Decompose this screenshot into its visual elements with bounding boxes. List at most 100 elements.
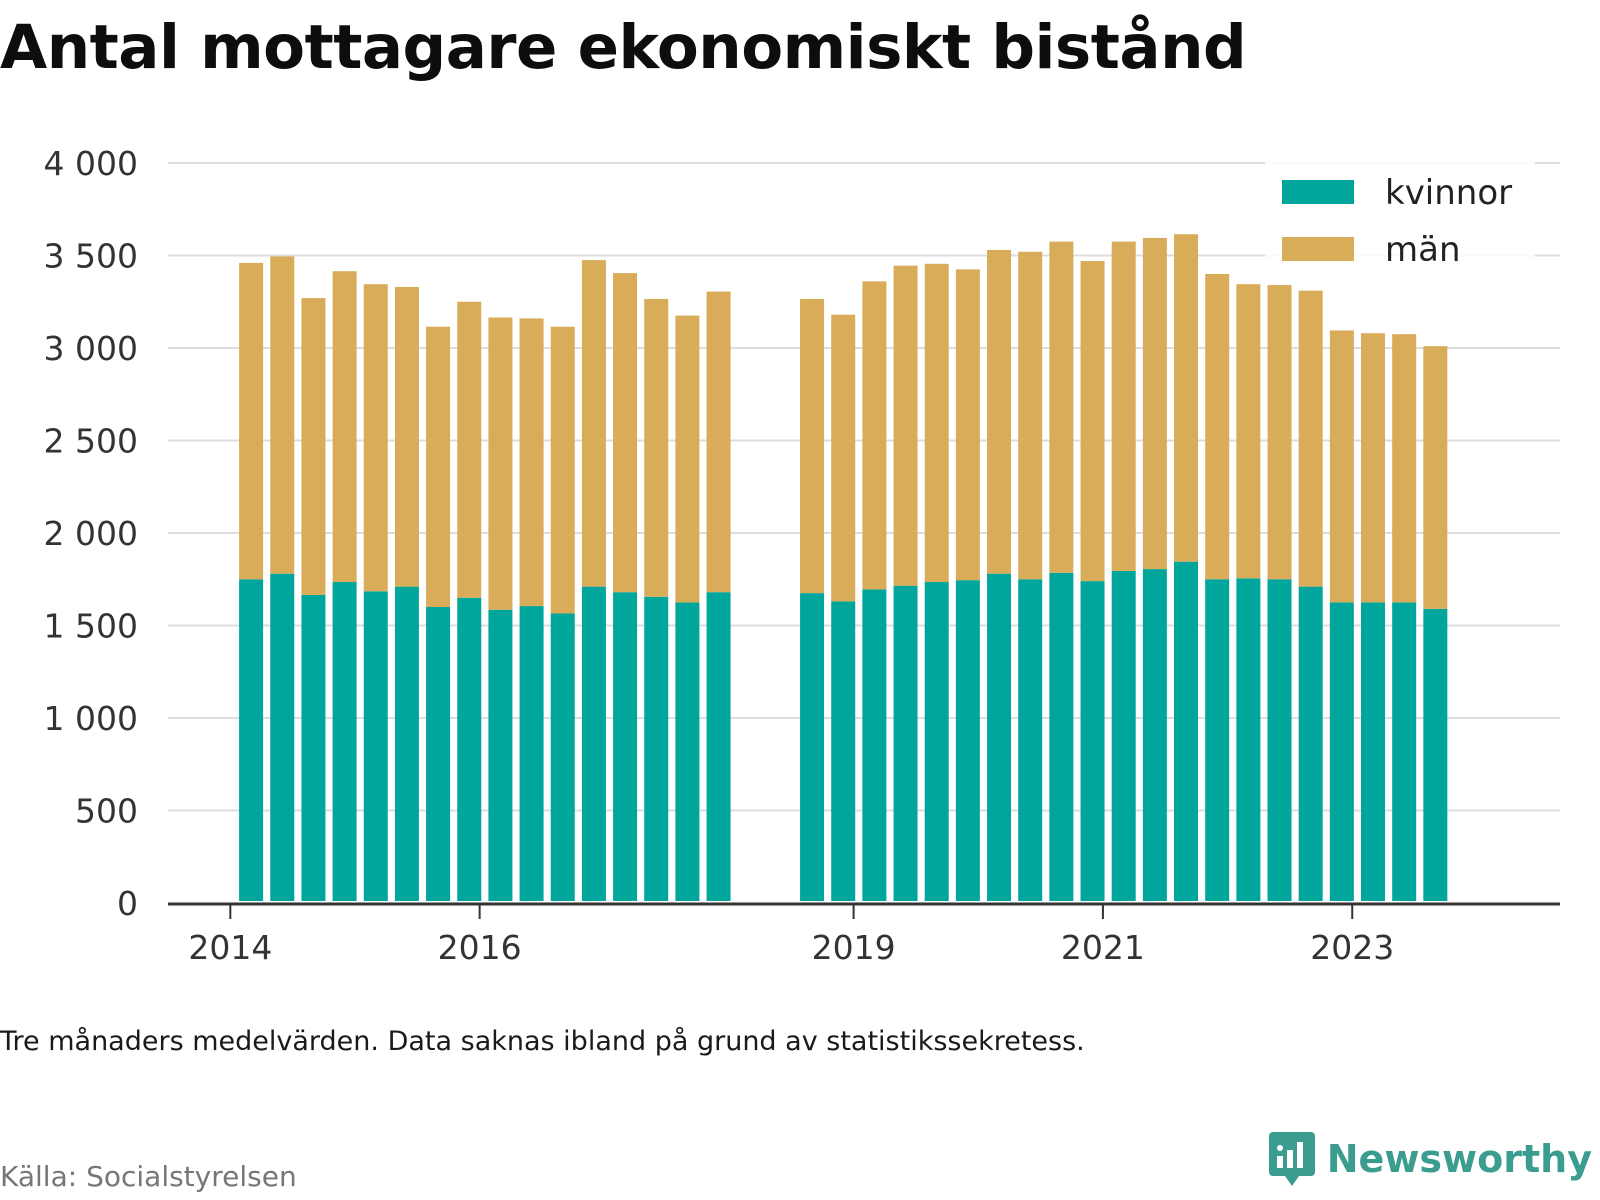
bar-man-2017-06 bbox=[644, 298, 669, 597]
bar-man-2022-03 bbox=[1236, 284, 1261, 579]
bar-kvinnor-2014-06 bbox=[270, 573, 295, 901]
bar-man-2016-06 bbox=[519, 318, 544, 607]
y-tick-label: 3 000 bbox=[44, 329, 138, 368]
axes: 0 500 1 000 1 500 2 000 2 500 3 000 3 500 4 000 2… bbox=[44, 144, 1560, 967]
bar-kvinnor-2016-06 bbox=[519, 606, 544, 901]
bar-kvinnor-2022-09 bbox=[1298, 586, 1323, 901]
y-tick-label: 3 500 bbox=[44, 237, 138, 276]
bar-man-2023-06 bbox=[1392, 334, 1417, 603]
legend: kvinnor män bbox=[1265, 162, 1535, 277]
bar-kvinnor-2017-03 bbox=[613, 592, 638, 901]
bar-kvinnor-2021-09 bbox=[1174, 561, 1199, 901]
bar-man-2020-09 bbox=[1049, 241, 1074, 573]
bar-man-2017-12 bbox=[706, 291, 731, 593]
bar-kvinnor-2019-03 bbox=[862, 589, 887, 901]
bar-kvinnor-2015-12 bbox=[457, 597, 482, 901]
source-credit: Källa: Socialstyrelsen bbox=[0, 1160, 297, 1193]
bar-kvinnor-2016-09 bbox=[550, 613, 575, 901]
bar-kvinnor-2021-12 bbox=[1205, 579, 1230, 901]
bar-kvinnor-2021-03 bbox=[1111, 570, 1136, 901]
chart-note: Tre månaders medelvärden. Data saknas ib… bbox=[0, 1026, 1085, 1057]
x-tick-label: 2019 bbox=[812, 928, 896, 967]
bar-kvinnor-2023-09 bbox=[1423, 608, 1448, 901]
bar-man-2023-03 bbox=[1361, 333, 1386, 603]
bar-man-2021-06 bbox=[1142, 237, 1167, 570]
x-tick-label: 2021 bbox=[1061, 928, 1145, 967]
bar-kvinnor-2022-06 bbox=[1267, 579, 1292, 901]
bar-kvinnor-2017-09 bbox=[675, 602, 700, 901]
bar-man-2021-03 bbox=[1111, 241, 1136, 571]
bar-kvinnor-2018-12 bbox=[831, 601, 856, 901]
bar-man-2019-09 bbox=[924, 263, 949, 583]
bar-kvinnor-2020-12 bbox=[1080, 581, 1105, 901]
bar-man-2022-09 bbox=[1298, 290, 1323, 587]
bar-man-2016-09 bbox=[550, 326, 575, 614]
y-tick-label: 4 000 bbox=[44, 144, 138, 183]
legend-swatch-man bbox=[1282, 237, 1354, 261]
bar-man-2014-06 bbox=[270, 256, 295, 574]
bar-kvinnor-2020-06 bbox=[1018, 579, 1043, 901]
bar-kvinnor-2023-06 bbox=[1392, 602, 1417, 901]
chart-bubble-icon bbox=[1268, 1132, 1315, 1186]
bar-man-2016-03 bbox=[488, 317, 513, 610]
bar-kvinnor-2023-03 bbox=[1361, 602, 1386, 901]
bar-kvinnor-2015-09 bbox=[426, 607, 451, 901]
bar-kvinnor-2017-06 bbox=[644, 596, 669, 901]
bar-kvinnor-2019-12 bbox=[955, 580, 980, 901]
x-tick-label: 2016 bbox=[438, 928, 522, 967]
bar-man-2021-09 bbox=[1174, 234, 1199, 562]
bar-man-2014-09 bbox=[301, 298, 326, 595]
bar-man-2018-09 bbox=[800, 298, 825, 594]
bar-kvinnor-2015-03 bbox=[363, 591, 388, 901]
x-tick-label: 2023 bbox=[1310, 928, 1394, 967]
bar-man-2017-03 bbox=[613, 273, 638, 593]
legend-label-man: män bbox=[1385, 230, 1461, 270]
bar-man-2015-03 bbox=[363, 284, 388, 592]
y-tick-label: 2 500 bbox=[44, 422, 138, 461]
bar-man-2020-12 bbox=[1080, 261, 1105, 582]
bar-kvinnor-2020-09 bbox=[1049, 572, 1074, 901]
legend-swatch-kvinnor bbox=[1282, 180, 1354, 204]
bar-man-2016-12 bbox=[581, 260, 606, 587]
bar-man-2019-06 bbox=[893, 265, 918, 586]
bar-kvinnor-2021-06 bbox=[1142, 569, 1167, 901]
bar-man-2015-12 bbox=[457, 301, 482, 598]
bar-kvinnor-2014-09 bbox=[301, 594, 326, 901]
bar-kvinnor-2020-03 bbox=[987, 573, 1012, 901]
bar-man-2023-09 bbox=[1423, 346, 1448, 609]
bar-kvinnor-2014-12 bbox=[332, 582, 357, 901]
bar-man-2014-12 bbox=[332, 271, 357, 583]
bars bbox=[239, 234, 1448, 901]
bar-man-2018-12 bbox=[831, 314, 856, 602]
bar-man-2021-12 bbox=[1205, 274, 1230, 580]
y-tick-label: 0 bbox=[117, 884, 138, 923]
bar-man-2014-03 bbox=[239, 262, 264, 580]
stacked-bar-chart: 0 500 1 000 1 500 2 000 2 500 3 000 3 500 4 000 2… bbox=[44, 144, 1560, 967]
bar-man-2022-06 bbox=[1267, 285, 1292, 580]
bar-man-2019-03 bbox=[862, 281, 887, 590]
bar-man-2020-03 bbox=[987, 249, 1012, 574]
bar-man-2015-06 bbox=[394, 286, 419, 587]
bar-kvinnor-2018-09 bbox=[800, 593, 825, 901]
bar-kvinnor-2016-03 bbox=[488, 609, 513, 901]
brand-name: Newsworthy bbox=[1326, 1137, 1592, 1181]
y-tick-label: 500 bbox=[75, 792, 138, 831]
brand-logo: Newsworthy bbox=[1267, 1130, 1592, 1188]
y-tick-label: 1 500 bbox=[44, 607, 138, 646]
bar-kvinnor-2022-12 bbox=[1329, 602, 1354, 901]
bar-kvinnor-2019-06 bbox=[893, 585, 918, 901]
bar-man-2022-12 bbox=[1329, 330, 1354, 603]
bar-man-2017-09 bbox=[675, 315, 700, 603]
bar-kvinnor-2014-03 bbox=[239, 579, 264, 901]
bar-man-2020-06 bbox=[1018, 251, 1043, 580]
x-tick-label: 2014 bbox=[188, 928, 272, 967]
bar-man-2015-09 bbox=[426, 326, 451, 607]
bar-kvinnor-2015-06 bbox=[394, 586, 419, 901]
legend-label-kvinnor: kvinnor bbox=[1385, 173, 1512, 213]
bar-man-2019-12 bbox=[955, 269, 980, 581]
y-tick-label: 2 000 bbox=[44, 514, 138, 553]
bar-kvinnor-2022-03 bbox=[1236, 578, 1261, 901]
bar-kvinnor-2017-12 bbox=[706, 592, 731, 901]
chart-title: Antal mottagare ekonomiskt bistånd bbox=[0, 12, 1247, 83]
bar-kvinnor-2016-12 bbox=[581, 586, 606, 901]
